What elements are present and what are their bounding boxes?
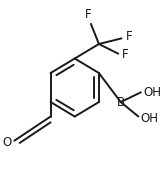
Text: OH: OH [143, 86, 161, 99]
Text: F: F [122, 48, 129, 61]
Text: B: B [117, 95, 125, 109]
Text: O: O [3, 136, 12, 149]
Text: F: F [125, 30, 132, 43]
Text: OH: OH [141, 112, 159, 125]
Text: F: F [85, 8, 92, 21]
